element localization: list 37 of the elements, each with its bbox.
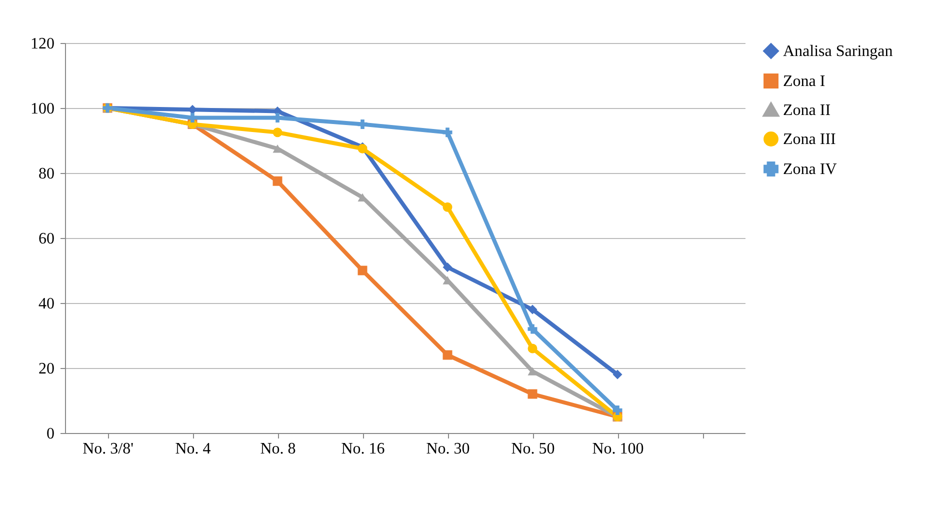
point xyxy=(358,266,368,276)
point xyxy=(272,176,282,186)
x-tick-label: No. 8 xyxy=(260,440,296,458)
point xyxy=(528,389,538,399)
point xyxy=(272,113,282,122)
point xyxy=(528,304,538,314)
y-tick-label: 40 xyxy=(38,296,54,312)
point xyxy=(442,262,452,272)
x-tick-label: No. 3/8' xyxy=(82,440,134,458)
y-tick-label: 120 xyxy=(30,36,54,52)
y-tick-label: 80 xyxy=(38,166,54,182)
x-tick-label: No. 50 xyxy=(511,440,555,458)
point xyxy=(358,120,368,129)
point xyxy=(272,128,282,138)
point xyxy=(442,128,452,138)
legend-label: Zona III xyxy=(783,131,836,148)
legend-label: Zona I xyxy=(783,73,826,90)
x-tick-label: No. 100 xyxy=(592,440,644,458)
point xyxy=(612,370,622,380)
point xyxy=(272,144,282,153)
point xyxy=(442,350,452,360)
x-tick-label: No. 30 xyxy=(426,440,470,458)
y-tick-label: 20 xyxy=(38,360,54,378)
y-tick-label: 60 xyxy=(38,230,54,248)
point xyxy=(528,344,538,354)
y-tick-label: 100 xyxy=(30,100,54,118)
point xyxy=(612,406,622,415)
x-tick-label: No. 4 xyxy=(175,440,211,458)
point xyxy=(528,324,538,334)
legend-label: Zona IV xyxy=(783,161,838,178)
x-tick-label: No. 16 xyxy=(341,440,385,458)
point xyxy=(442,202,452,212)
legend-label: Zona II xyxy=(783,102,831,119)
point xyxy=(188,113,198,122)
y-tick-label: 0 xyxy=(46,426,54,442)
legend-label: Analisa Saringan xyxy=(783,43,893,60)
point xyxy=(528,367,538,376)
